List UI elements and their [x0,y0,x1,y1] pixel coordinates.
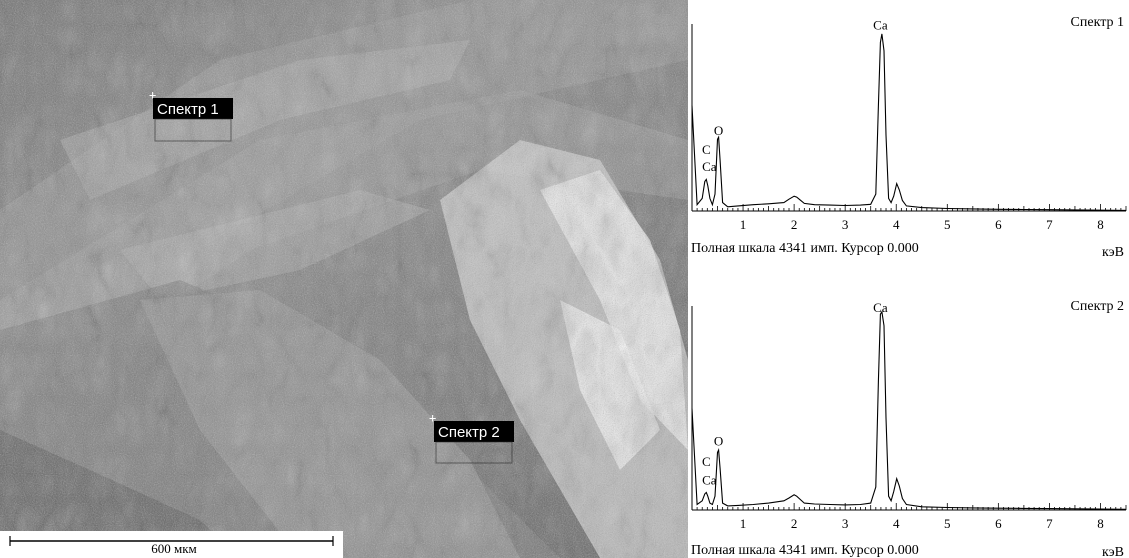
spectrum-2-marker[interactable]: + Спектр 2 [429,411,514,464]
spectrum-2-chart: Спектр 2 Полная шкала 4341 имп. Курсор 0… [691,299,1127,558]
spectrum-1-panel: Спектр 1 Полная шкала 4341 имп. Курсор 0… [688,0,1129,270]
x-tick-label: 5 [944,516,951,531]
scale-bar-label: 600 мкм [151,541,197,556]
x-tick-label: 2 [791,516,798,531]
x-tick-label: 6 [995,516,1002,531]
peak-label: Ca [873,18,888,33]
x-tick-label: 3 [842,516,849,531]
x-tick-label: 1 [740,516,747,531]
x-tick-label: 3 [842,217,849,232]
spectrum-1-title: Спектр 1 [1071,15,1124,30]
spectrum-1-chart: Спектр 1 Полная шкала 4341 имп. Курсор 0… [691,15,1127,260]
scale-bar: 600 мкм [0,531,343,558]
x-tick-label: 4 [893,516,900,531]
peak-label: O [714,123,723,138]
x-tick-label: 7 [1046,516,1053,531]
x-tick-label: 8 [1097,217,1104,232]
peak-label: Ca [873,300,888,315]
spectrum-2-marker-label: Спектр 2 [438,424,500,441]
peak-label: Ca [702,473,717,488]
x-tick-label: 2 [791,217,798,232]
x-tick-label: 4 [893,217,900,232]
x-tick-label: 6 [995,217,1002,232]
crosshair-icon: + [429,411,436,425]
x-tick-label: 7 [1046,217,1053,232]
spectrum-series-line [691,33,1127,211]
spectrum-1-plot: 1 2 3 4 5 6 7 8 C Ca O Ca [691,18,1127,232]
spectrum-1-marker[interactable]: + Спектр 1 [149,88,233,142]
spectrum-series-line [691,310,1127,510]
spectrum-2-title: Спектр 2 [1071,299,1124,314]
sem-micrograph: + Спектр 1 + Спектр 2 600 мкм [0,0,688,558]
spectrum-2-plot: 1 2 3 4 5 6 7 8 C Ca O Ca [691,300,1127,531]
peak-label: Ca [702,159,717,174]
crosshair-icon: + [149,88,156,102]
x-tick-label: 8 [1097,516,1104,531]
x-tick-label: 1 [740,217,747,232]
peak-label: C [702,454,711,469]
peak-label: O [714,433,723,448]
spectrum-2-panel: Спектр 2 Полная шкала 4341 имп. Курсор 0… [688,288,1129,558]
spectrum-1-xlabel: кэВ [1102,245,1124,260]
spectrum-1-footer: Полная шкала 4341 имп. Курсор 0.000 [691,241,919,256]
spectrum-2-footer: Полная шкала 4341 имп. Курсор 0.000 [691,543,919,558]
x-tick-label: 5 [944,217,951,232]
spectrum-2-xlabel: кэВ [1102,545,1124,558]
peak-label: C [702,142,711,157]
spectrum-1-marker-label: Спектр 1 [157,101,219,118]
